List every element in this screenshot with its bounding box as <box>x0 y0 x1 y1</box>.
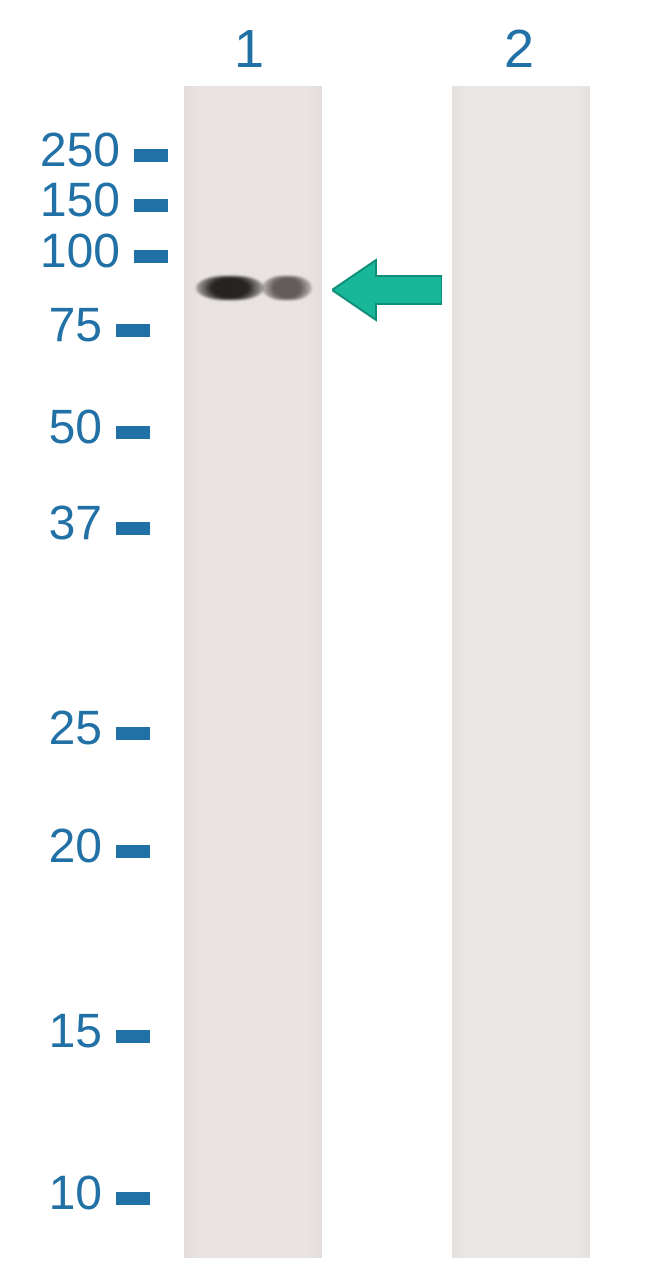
mw-tick-150 <box>134 199 168 212</box>
mw-label-250: 250 <box>40 127 120 175</box>
mw-label-15: 15 <box>49 1008 102 1056</box>
mw-label-10: 10 <box>49 1170 102 1218</box>
blot-figure: 1 2 250150100 75 50 37 25 20 15 10 <box>0 0 650 1270</box>
mw-label-25: 25 <box>49 705 102 753</box>
mw-label-150: 150 <box>40 177 120 225</box>
mw-tick-250 <box>134 149 168 162</box>
mw-tick-75 <box>116 324 150 337</box>
mw-label-75: 75 <box>49 302 102 350</box>
lane-header-lane1: 1 <box>234 18 264 80</box>
mw-label-20: 20 <box>49 823 102 871</box>
mw-tick-100 <box>134 250 168 263</box>
mw-label-100: 100 <box>40 228 120 276</box>
mw-tick-20 <box>116 845 150 858</box>
lane2 <box>452 86 590 1258</box>
mw-tick-25 <box>116 727 150 740</box>
mw-tick-10 <box>116 1192 150 1205</box>
mw-tick-37 <box>116 522 150 535</box>
lane1-band-0-seg-0 <box>196 276 264 300</box>
lane1 <box>184 86 322 1258</box>
lane1-band-0-seg-1 <box>262 276 312 300</box>
lane-header-lane2: 2 <box>504 18 534 80</box>
mw-tick-15 <box>116 1030 150 1043</box>
mw-label-37: 37 <box>49 500 102 548</box>
mw-tick-50 <box>116 426 150 439</box>
band-arrow-icon <box>332 256 442 324</box>
mw-label-50: 50 <box>49 404 102 452</box>
